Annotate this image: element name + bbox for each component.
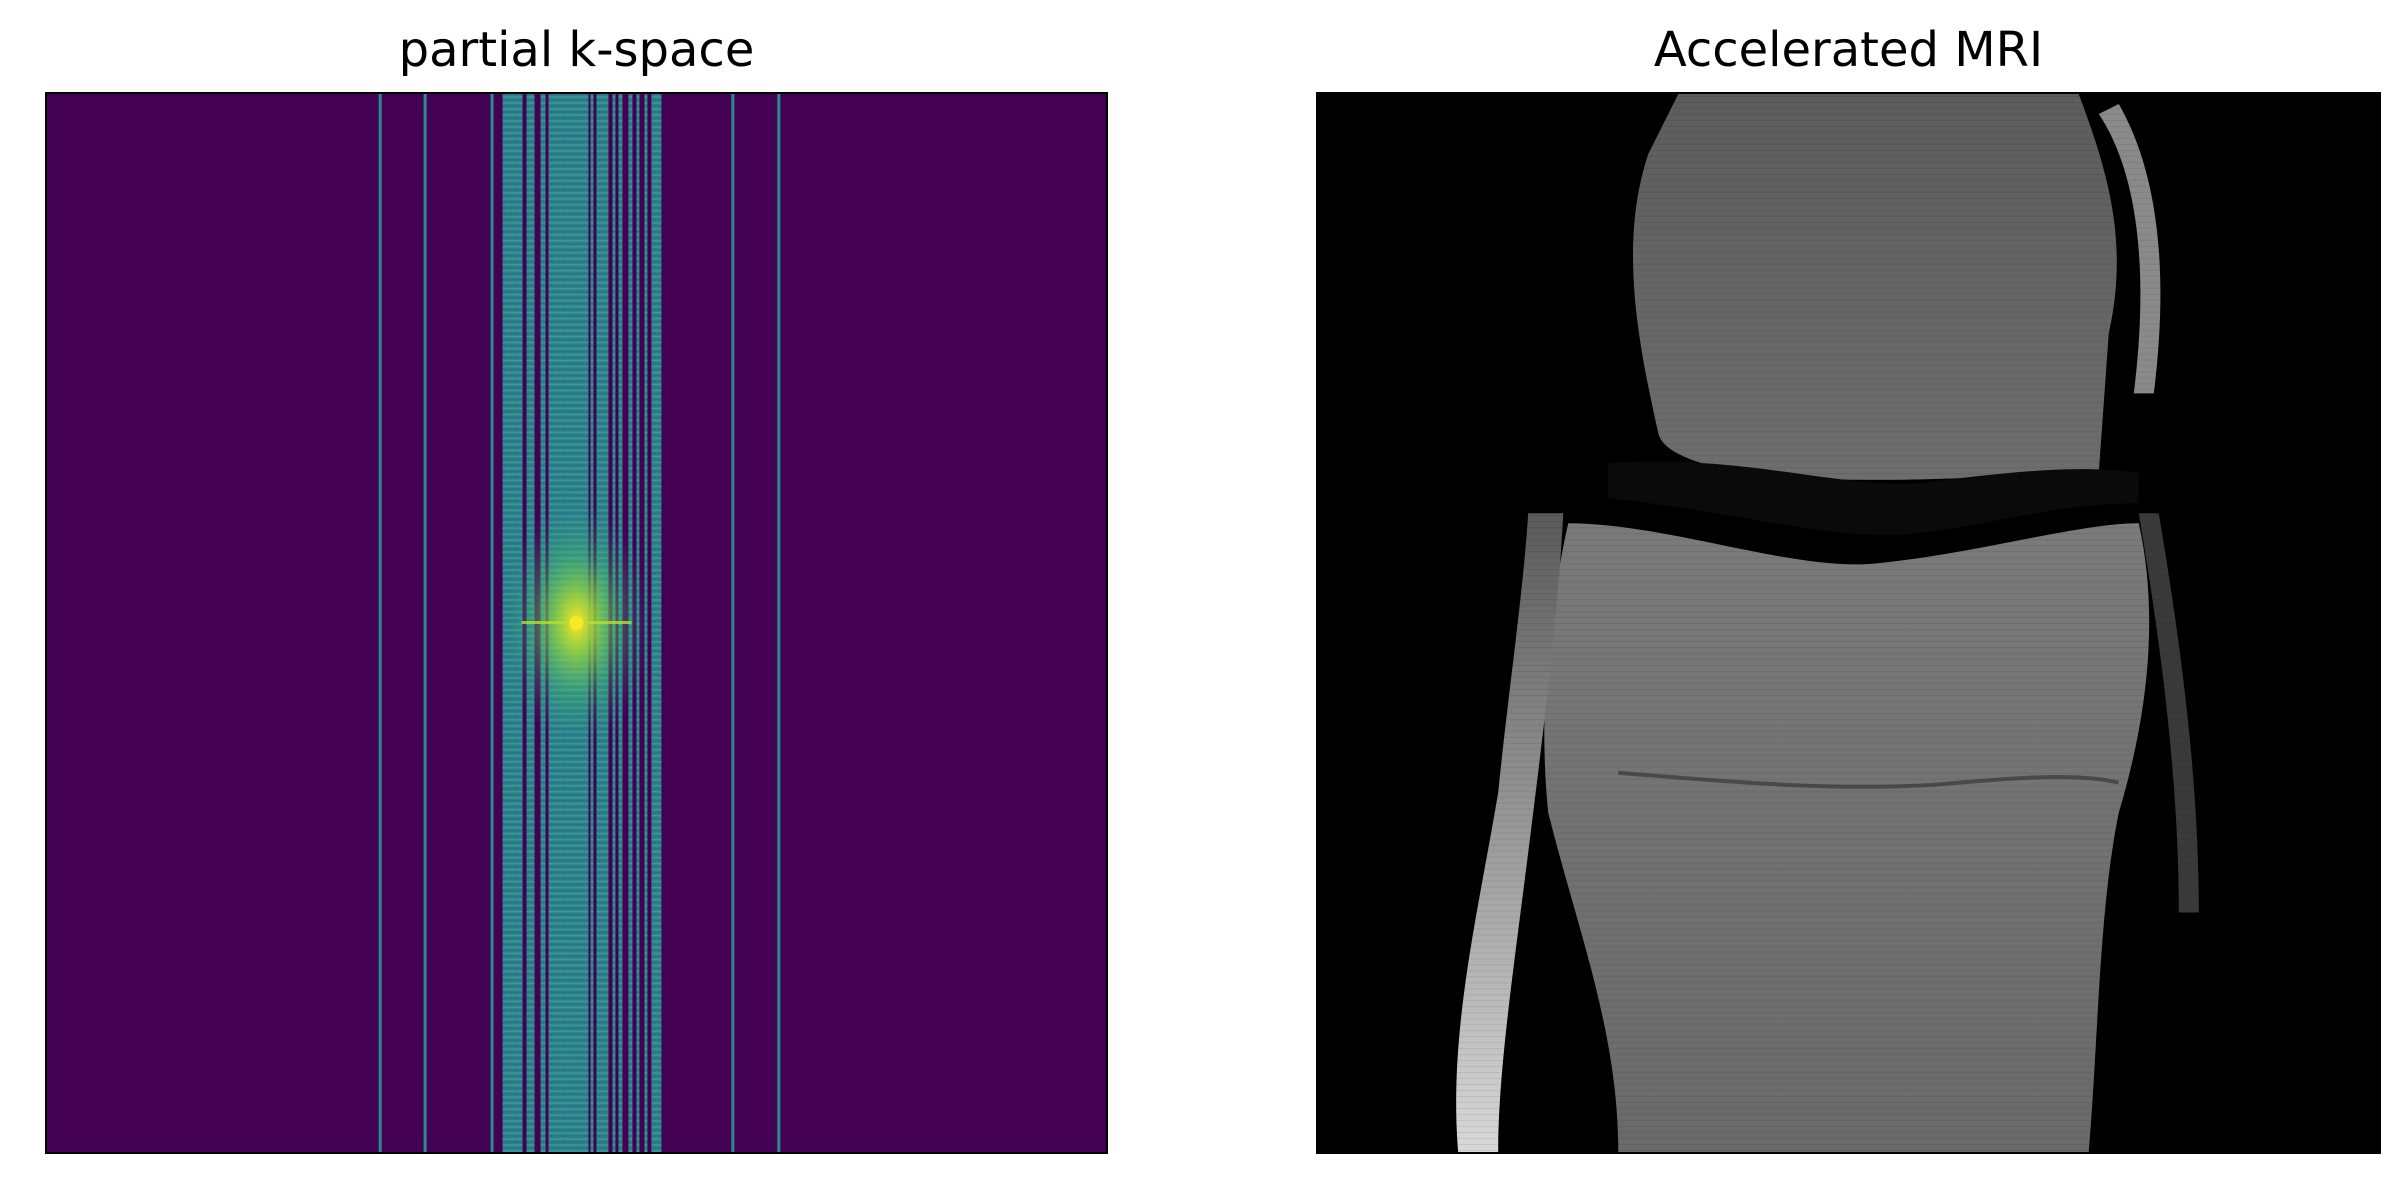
mri-image (1316, 92, 2381, 1154)
kspace-image (45, 92, 1108, 1154)
mri-title: Accelerated MRI (1653, 22, 2044, 78)
kspace-title: partial k-space (398, 22, 755, 78)
